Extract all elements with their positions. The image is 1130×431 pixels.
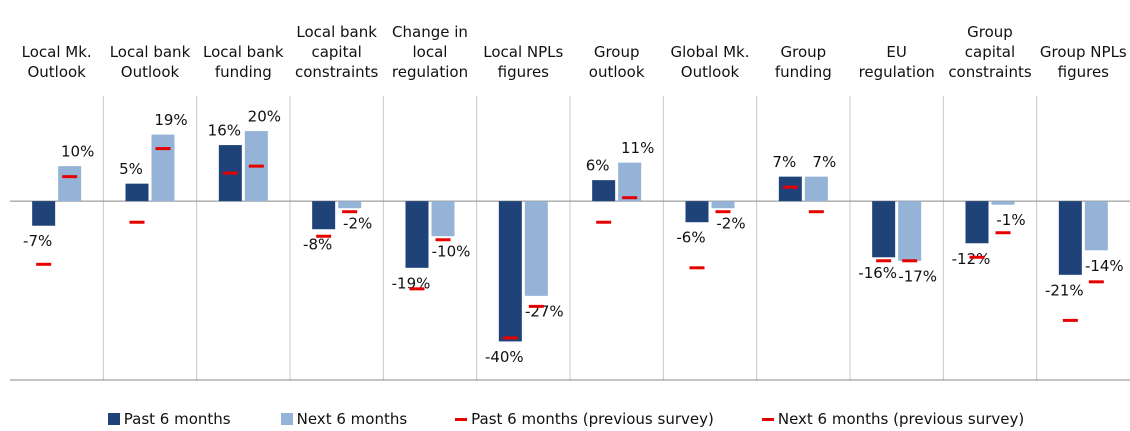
bar: [125, 183, 149, 202]
legend-label: Next 6 months: [296, 410, 408, 428]
bar: [898, 201, 922, 261]
value-label: 7%: [812, 153, 836, 171]
category-label: EU regulation: [858, 43, 935, 81]
bar: [32, 201, 56, 226]
legend-item: Past 6 months: [105, 410, 231, 428]
category-label: Group outlook: [588, 43, 645, 81]
bar: [338, 201, 362, 209]
category-label: Group NPLs figures: [1039, 43, 1127, 81]
legend: Past 6 months Next 6 months Past 6 months …: [0, 410, 1130, 428]
bar: [58, 166, 82, 202]
category-label: Group funding: [774, 43, 832, 81]
bar: [524, 201, 548, 296]
bar: [431, 201, 455, 237]
bar: [1058, 201, 1082, 275]
legend-label: Past 6 months (previous survey): [471, 410, 714, 428]
category-label: Local Mk. Outlook: [21, 43, 92, 81]
bar: [405, 201, 429, 268]
bar: [711, 201, 735, 209]
value-label: -40%: [485, 348, 524, 366]
value-label: 11%: [621, 139, 654, 157]
value-label: 19%: [154, 111, 187, 129]
value-label: 5%: [119, 160, 143, 178]
value-label: 20%: [248, 108, 281, 126]
legend-item: Next 6 months: [278, 410, 408, 428]
legend-swatch: [761, 417, 774, 421]
category-label: Local bank Outlook: [109, 43, 191, 81]
bar: [592, 180, 616, 202]
bar: [498, 201, 522, 342]
value-label: -6%: [676, 229, 705, 247]
legend-item: Past 6 months (previous survey): [455, 410, 714, 428]
value-label: -16%: [858, 264, 897, 282]
bar: [685, 201, 709, 223]
bar: [872, 201, 896, 258]
legend-swatch: [455, 417, 468, 421]
value-label: -2%: [716, 215, 745, 233]
category-label: Change in local regulation: [391, 23, 469, 81]
value-label: -7%: [23, 232, 52, 250]
legend-item: Next 6 months (previous survey): [761, 410, 1025, 428]
value-label: -10%: [432, 243, 471, 261]
bar: [1084, 201, 1108, 251]
category-label: Group capital constraints: [948, 23, 1032, 81]
value-label: -8%: [303, 236, 332, 254]
legend-label: Next 6 months (previous survey): [777, 410, 1025, 428]
value-label: -1%: [996, 211, 1025, 229]
category-label: Local NPLs figures: [483, 43, 564, 81]
bar: [804, 176, 828, 202]
value-label: 16%: [208, 122, 241, 140]
value-label: 6%: [586, 157, 610, 175]
bar: [991, 201, 1015, 205]
bar: [778, 176, 802, 202]
value-label: 10%: [61, 143, 94, 161]
bar: [151, 134, 175, 202]
legend-swatch: [278, 413, 293, 425]
legend-swatch: [105, 413, 120, 425]
category-label: Local bank capital constraints: [294, 23, 379, 81]
value-label: -14%: [1085, 257, 1124, 275]
value-label: -2%: [343, 215, 372, 233]
bar: [618, 162, 642, 202]
bar: [965, 201, 989, 244]
legend-label: Past 6 months: [123, 410, 231, 428]
category-label: Global Mk. Outlook: [670, 43, 750, 81]
value-label: 7%: [772, 153, 796, 171]
category-label: Local bank funding: [203, 43, 284, 81]
value-label: -17%: [898, 267, 937, 285]
value-label: -21%: [1045, 281, 1084, 299]
bar: [312, 201, 336, 230]
